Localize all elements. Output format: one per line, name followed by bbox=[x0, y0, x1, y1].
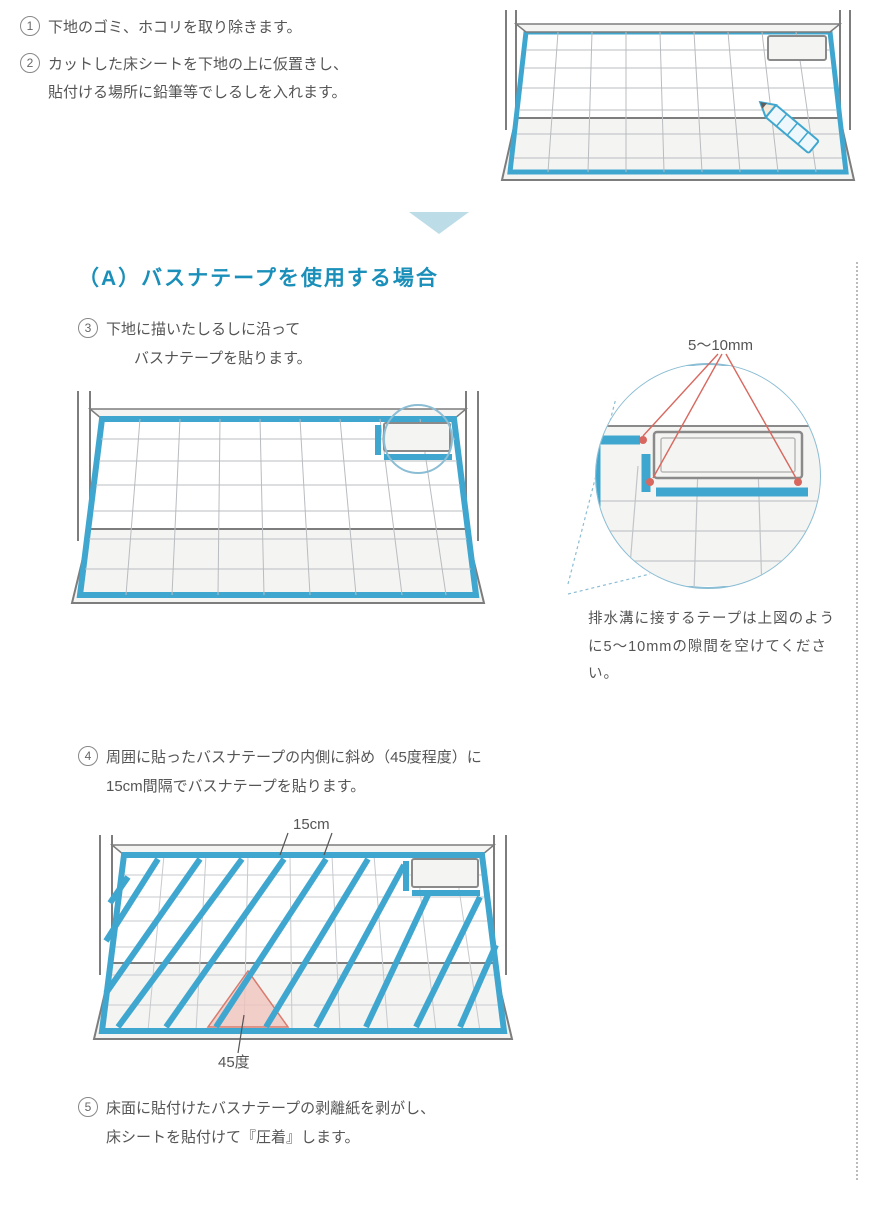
step-3-text: 下地に描いたしるしに沿って バスナテープを貼ります。 bbox=[106, 316, 312, 373]
step-4-line2: 15cm間隔でバスナテープを貼ります。 bbox=[106, 778, 365, 795]
step-3-num: 3 bbox=[78, 318, 98, 338]
step-2-num: 2 bbox=[20, 53, 40, 73]
figure-step12 bbox=[498, 10, 858, 190]
step-2-line2: 貼付ける場所に鉛筆等でしるしを入れます。 bbox=[48, 84, 347, 101]
step-5-line2: 床シートを貼付けて『圧着』します。 bbox=[106, 1129, 360, 1146]
step-5-block: 5 床面に貼付けたバスナテープの剥離紙を剥がし、 床シートを貼付けて『圧着』しま… bbox=[78, 1095, 838, 1152]
step-5-text: 床面に貼付けたバスナテープの剥離紙を剥がし、 床シートを貼付けて『圧着』します。 bbox=[106, 1095, 435, 1152]
figure-zoom: 5〜10mm bbox=[558, 336, 838, 601]
section-a: （A）バスナテープを使用する場合 3 下地に描いたしるしに沿って バスナテープを… bbox=[78, 262, 858, 1180]
step-5-num: 5 bbox=[78, 1097, 98, 1117]
section-a-title: （A）バスナテープを使用する場合 bbox=[78, 262, 838, 292]
step-2-text: カットした床シートを下地の上に仮置きし、 貼付ける場所に鉛筆等でしるしを入れます… bbox=[48, 51, 348, 108]
step-3-line1: 下地に描いたしるしに沿って bbox=[106, 321, 300, 338]
zoom-label: 5〜10mm bbox=[688, 334, 753, 355]
step-5-line1: 床面に貼付けたバスナテープの剥離紙を剥がし、 bbox=[106, 1100, 435, 1117]
step-2-line1: カットした床シートを下地の上に仮置きし、 bbox=[48, 56, 348, 73]
step-4-num: 4 bbox=[78, 746, 98, 766]
fig4-label-bottom: 45度 bbox=[218, 1054, 250, 1070]
arrow-down-icon bbox=[409, 212, 469, 234]
step-4-block: 4 周囲に貼ったバスナテープの内側に斜め（45度程度）に 15cm間隔でバスナテ… bbox=[78, 744, 838, 1075]
step-3-line2: バスナテープを貼ります。 bbox=[106, 345, 312, 374]
step-4-line1: 周囲に貼ったバスナテープの内側に斜め（45度程度）に bbox=[106, 749, 482, 766]
fig4-label-top: 15cm bbox=[293, 816, 330, 833]
step-1: 1 下地のゴミ、ホコリを取り除きます。 bbox=[20, 14, 478, 43]
step-1-num: 1 bbox=[20, 16, 40, 36]
zoom-note: 排水溝に接するテープは上図のように5〜10mmの隙間を空けてください。 bbox=[588, 606, 838, 689]
step-1-text: 下地のゴミ、ホコリを取り除きます。 bbox=[48, 14, 302, 43]
step-4-text: 周囲に貼ったバスナテープの内側に斜め（45度程度）に 15cm間隔でバスナテープ… bbox=[106, 744, 482, 801]
step-3: 3 下地に描いたしるしに沿って バスナテープを貼ります。 bbox=[78, 316, 438, 373]
step-3-block: 3 下地に描いたしるしに沿って バスナテープを貼ります。 5〜10mm bbox=[78, 316, 838, 716]
figure-step4: 15cm bbox=[88, 815, 838, 1075]
top-text: 1 下地のゴミ、ホコリを取り除きます。 2 カットした床シートを下地の上に仮置き… bbox=[20, 10, 478, 190]
step-2: 2 カットした床シートを下地の上に仮置きし、 貼付ける場所に鉛筆等でしるしを入れ… bbox=[20, 51, 478, 108]
step-5: 5 床面に貼付けたバスナテープの剥離紙を剥がし、 床シートを貼付けて『圧着』しま… bbox=[78, 1095, 838, 1152]
top-block: 1 下地のゴミ、ホコリを取り除きます。 2 カットした床シートを下地の上に仮置き… bbox=[20, 10, 858, 190]
step-4: 4 周囲に貼ったバスナテープの内側に斜め（45度程度）に 15cm間隔でバスナテ… bbox=[78, 744, 838, 801]
